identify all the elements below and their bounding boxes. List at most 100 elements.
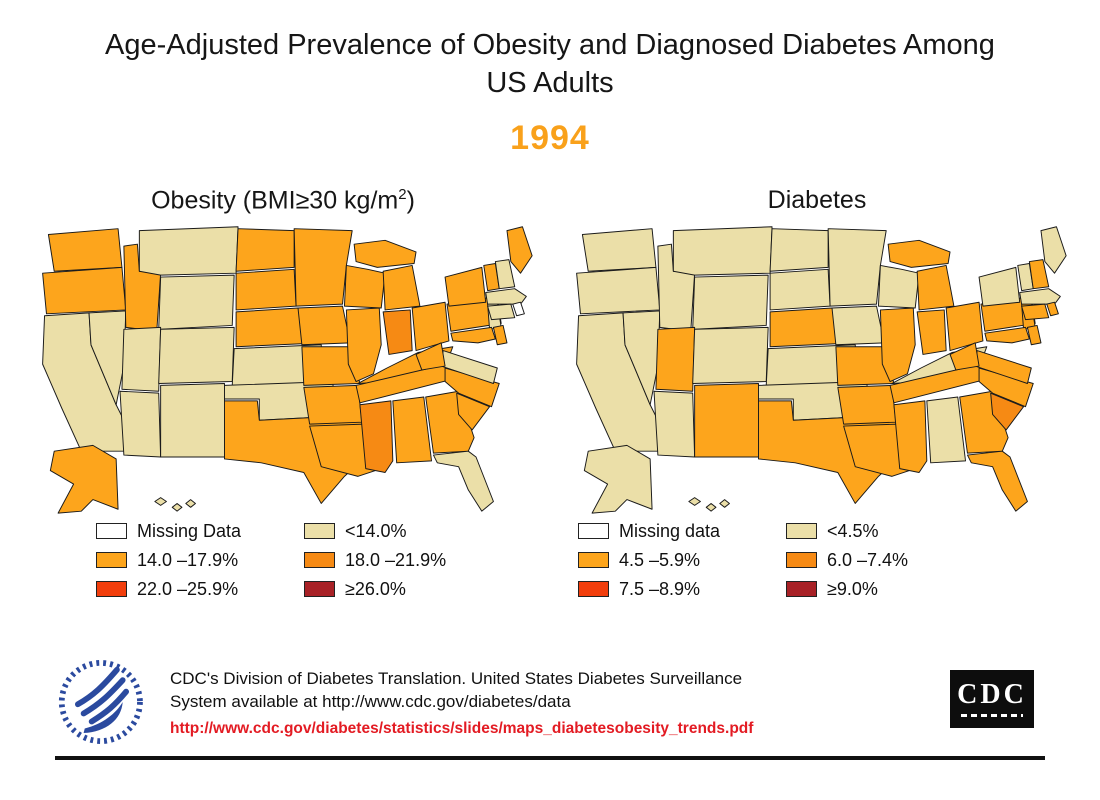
diabetes-map-panel: Diabetes [562,180,1072,517]
cdc-logo-tagline-dashes [961,714,1023,717]
state-MI [916,264,954,310]
state-IA [831,305,885,345]
footer-line-1: CDC's Division of Diabetes Translation. … [170,669,743,688]
obesity-choropleth-map [41,226,533,514]
state-NH [494,259,515,290]
state-HI [718,498,730,508]
legend-swatch [786,552,817,569]
state-MI [353,239,417,268]
legend-swatch [304,523,335,540]
state-MN [827,227,887,307]
legend-item: 14.0 –17.9% [96,546,304,575]
legend-label: 18.0 –21.9% [345,549,447,570]
legend-item: ≥26.0% [304,575,512,604]
legend-item: Missing data [578,517,786,546]
legend-swatch [96,523,127,540]
state-MI [887,239,951,268]
state-WV [949,341,980,370]
state-MT [138,226,239,276]
footer-line-2: System available at http://www.cdc.gov/d… [170,691,571,711]
state-NM [159,382,225,458]
state-WY [157,274,235,330]
legend-label: Missing data [619,520,721,541]
state-MS [892,399,927,473]
state-HI [184,498,196,508]
cdc-logo-text: CDC [957,679,1027,710]
state-FL [966,450,1028,512]
state-MD [983,326,1030,343]
legend-item: 6.0 –7.4% [786,546,994,575]
state-IN [916,309,947,355]
legend-swatch [578,581,609,598]
year-label: 1994 [510,118,590,157]
legend-label: Missing Data [137,520,242,541]
state-AZ [119,390,161,458]
state-MI [382,264,420,311]
state-ND [235,228,295,272]
state-RI [511,301,525,317]
obesity-title-text: Obesity (BMI≥30 kg/m [151,185,399,214]
legend-item: <4.5% [786,517,994,546]
slides-pdf-link[interactable]: http://www.cdc.gov/diabetes/statistics/s… [170,719,754,737]
state-SD [235,268,297,311]
state-IA [297,305,351,346]
diabetes-legend: Missing data 4.5 –5.9% 7.5 –8.9% <4.5% [538,517,1048,604]
legend-swatch [304,581,335,598]
state-MD [449,326,496,344]
legend-item: <14.0% [304,517,512,546]
state-AZ [653,390,695,458]
state-MN [293,228,353,307]
state-MA [1018,287,1061,305]
legend-swatch [786,581,817,598]
page-title: Age-Adjusted Prevalence of Obesity and D… [105,29,995,100]
state-HI [705,502,716,512]
state-WV [415,342,446,371]
state-AR [836,384,896,425]
state-AL [391,396,432,464]
legend-item: ≥9.0% [786,575,994,604]
state-AK [583,444,653,514]
legend-item: 7.5 –8.9% [578,575,786,604]
state-AL [925,396,966,463]
legend-label: 4.5 –5.9% [619,549,701,570]
hhs-logo-icon [58,660,143,744]
state-IL [345,307,382,382]
legend-label: <4.5% [827,520,879,541]
legend-label: 7.5 –8.9% [619,578,701,599]
maps-row: Obesity (BMI≥30 kg/m2) Diabetes [0,180,1100,517]
state-OH [411,301,449,351]
obesity-map-title: Obesity (BMI≥30 kg/m2) [151,186,415,215]
state-OR [41,266,126,315]
footer-text-block: CDC's Division of Diabetes Translation. … [170,668,870,738]
diabetes-legend-col1: Missing data 4.5 –5.9% 7.5 –8.9% [578,517,786,604]
legend-item: 22.0 –25.9% [96,575,304,604]
state-CT [1020,303,1049,320]
state-SC [989,392,1024,430]
state-MT [672,225,773,276]
state-DE [492,324,507,346]
obesity-legend: Missing Data 14.0 –17.9% 22.0 –25.9% <14… [28,517,538,604]
state-FL [432,450,494,512]
state-UT [654,326,695,392]
state-HI [153,497,167,506]
state-WI [877,264,920,309]
state-AK [49,444,119,514]
state-CO [157,326,235,384]
state-WA [47,228,122,272]
state-NY [978,266,1020,307]
state-HI [171,502,182,512]
state-IL [879,307,916,382]
legends-row: Missing Data 14.0 –17.9% 22.0 –25.9% <14… [0,517,1100,604]
obesity-title-sup: 2 [398,185,407,203]
legend-item: 4.5 –5.9% [578,546,786,575]
state-SD [769,268,831,310]
diabetes-choropleth-map [575,225,1067,514]
legend-label: 14.0 –17.9% [137,549,239,570]
legend-label: ≥9.0% [827,578,878,599]
state-ME [1039,225,1067,274]
legend-label: 6.0 –7.4% [827,549,909,570]
state-CO [691,326,769,384]
legend-swatch [304,552,335,569]
bottom-divider [55,756,1045,760]
